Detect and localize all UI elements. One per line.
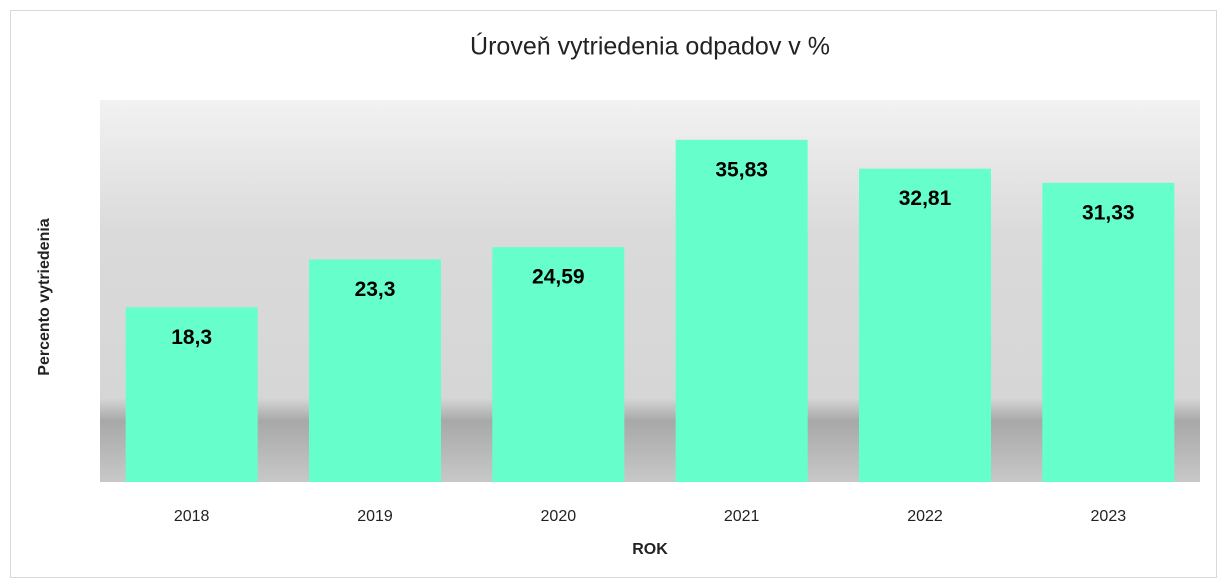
bar [125,307,258,482]
x-tick-label: 2020 [541,508,577,525]
x-tick-label: 2019 [357,508,393,525]
x-tick-label: 2023 [1091,508,1127,525]
bar [309,259,441,482]
chart-title: Úroveň vytriedenia odpadov v % [470,32,830,61]
bar [492,247,625,482]
x-axis-title: ROK [632,541,668,558]
data-label: 24,59 [532,266,585,289]
bar [859,168,991,483]
x-tick-label: 2022 [907,508,943,525]
data-label: 35,83 [715,158,768,181]
data-label: 18,3 [171,326,212,349]
data-label: 31,33 [1082,201,1135,224]
bar [1042,182,1175,482]
data-label: 32,81 [899,187,952,210]
x-tick-label: 2018 [174,508,210,525]
data-label: 23,3 [355,278,396,301]
bar [675,139,808,483]
x-tick-label: 2021 [724,508,760,525]
y-axis-title: Percento vytriedenia [36,218,53,376]
plot-area [100,100,1200,482]
